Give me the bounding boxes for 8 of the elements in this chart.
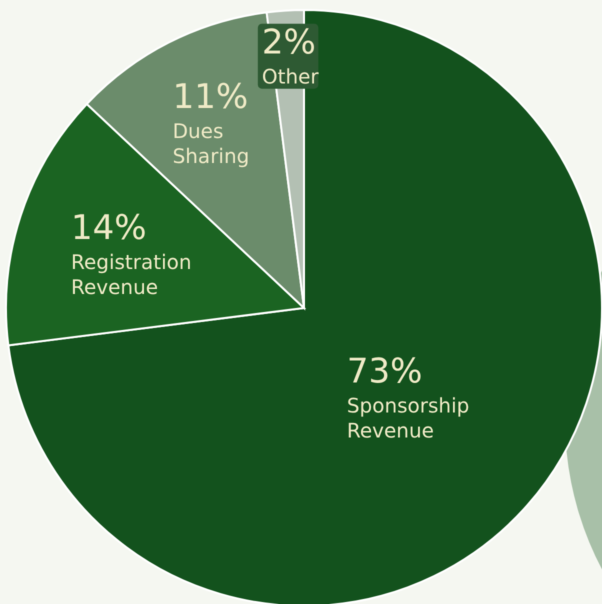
slice-label: Registration Revenue <box>70 250 192 299</box>
data-label: 11% <box>172 77 248 118</box>
slice-label: Sponsorship Revenue <box>346 394 470 443</box>
slice-label: Other <box>262 64 320 89</box>
slice-label: Dues Sharing <box>172 119 250 168</box>
data-label: 14% <box>70 208 147 248</box>
data-label: 2% <box>262 22 316 63</box>
data-label: 73% <box>346 352 422 392</box>
